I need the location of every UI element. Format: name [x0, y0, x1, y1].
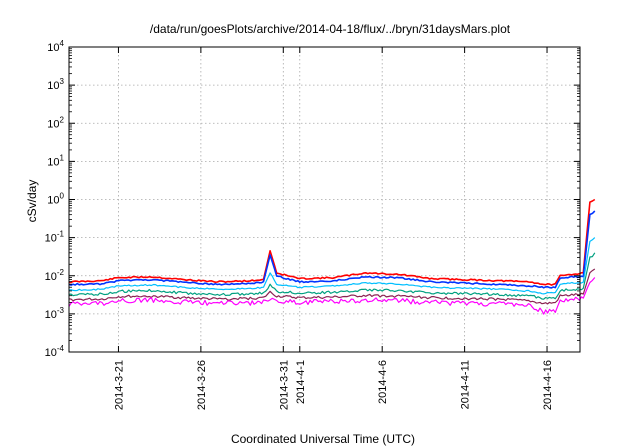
chart-title: /data/run/goesPlots/archive/2014-04-18/f… — [150, 22, 511, 36]
series-line — [68, 210, 596, 289]
grid — [69, 47, 580, 352]
series-line — [68, 277, 596, 315]
y-axis-label: cSv/day — [25, 180, 39, 223]
x-tick-label: 2014-3-31 — [278, 360, 290, 410]
series-line — [68, 252, 596, 300]
x-tick-label: 2014-3-21 — [113, 360, 125, 410]
y-tick-label: 10-4 — [45, 344, 65, 359]
x-tick-label: 2014-4-11 — [460, 360, 472, 409]
y-tick-label: 104 — [47, 39, 64, 54]
series-group — [68, 198, 596, 315]
x-axis-label: Coordinated Universal Time (UTC) — [231, 432, 415, 446]
x-tick-label: 2014-3-26 — [196, 360, 208, 410]
series-line — [68, 268, 596, 305]
x-tick-label: 2014-4-16 — [542, 360, 554, 410]
x-tick-label: 2014-4-1 — [295, 360, 307, 404]
y-tick-label: 102 — [47, 115, 64, 130]
y-tick-label: 10-3 — [45, 306, 65, 321]
y-tick-label: 100 — [47, 192, 64, 207]
y-tick-label: 10-1 — [45, 230, 65, 245]
y-tick-label: 10-2 — [45, 268, 65, 283]
axis-ticks: 10-4 10-3 10-2 10-1 100 101 102 103 104 2014-3-21… — [45, 39, 580, 410]
y-tick-label: 103 — [47, 77, 64, 92]
series-line — [68, 198, 596, 286]
y-tick-label: 101 — [47, 153, 64, 168]
x-tick-label: 2014-4-6 — [377, 360, 389, 404]
series-line — [68, 237, 596, 295]
